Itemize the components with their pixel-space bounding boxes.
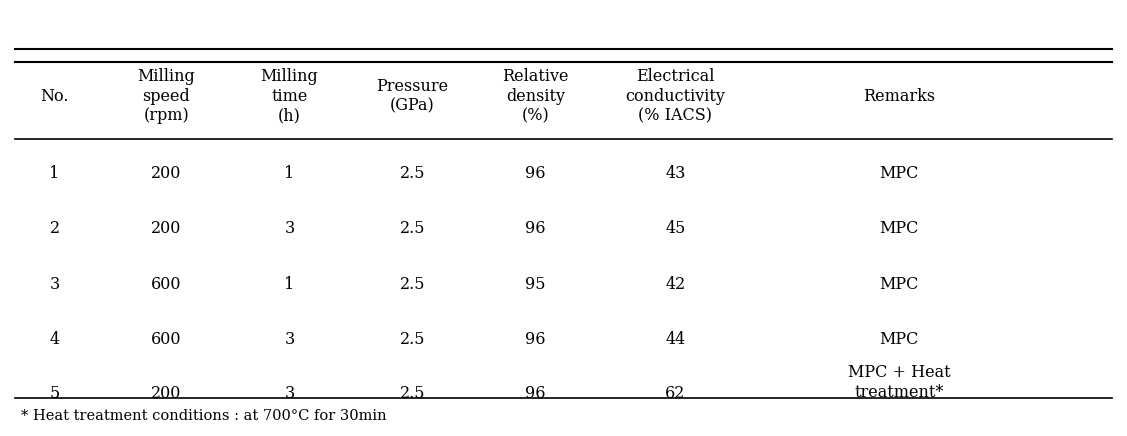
Text: 2.5: 2.5 (400, 331, 425, 348)
Text: MPC: MPC (879, 276, 919, 293)
Text: 42: 42 (665, 276, 685, 293)
Text: 43: 43 (665, 165, 685, 182)
Text: 2.5: 2.5 (400, 220, 425, 237)
Text: 3: 3 (284, 385, 294, 402)
Text: 200: 200 (151, 220, 181, 237)
Text: 3: 3 (284, 220, 294, 237)
Text: Electrical
conductivity
(% IACS): Electrical conductivity (% IACS) (625, 68, 726, 124)
Text: MPC: MPC (879, 220, 919, 237)
Text: 2.5: 2.5 (400, 165, 425, 182)
Text: * Heat treatment conditions : at 700°C for 30min: * Heat treatment conditions : at 700°C f… (21, 409, 387, 423)
Text: 2.5: 2.5 (400, 385, 425, 402)
Text: Remarks: Remarks (863, 88, 935, 105)
Text: 62: 62 (665, 385, 685, 402)
Text: 5: 5 (50, 385, 60, 402)
Text: 2.5: 2.5 (400, 276, 425, 293)
Text: MPC: MPC (879, 165, 919, 182)
Text: 1: 1 (284, 276, 294, 293)
Text: 95: 95 (525, 276, 545, 293)
Text: Milling
speed
(rpm): Milling speed (rpm) (137, 68, 195, 124)
Text: 96: 96 (525, 385, 545, 402)
Text: 3: 3 (50, 276, 60, 293)
Text: 96: 96 (525, 331, 545, 348)
Text: 2: 2 (50, 220, 60, 237)
Text: 600: 600 (151, 276, 181, 293)
Text: 3: 3 (284, 331, 294, 348)
Text: 45: 45 (665, 220, 685, 237)
Text: No.: No. (41, 88, 69, 105)
Text: Milling
time
(h): Milling time (h) (260, 68, 318, 124)
Text: MPC: MPC (879, 331, 919, 348)
Text: 200: 200 (151, 165, 181, 182)
Text: 200: 200 (151, 385, 181, 402)
Text: 4: 4 (50, 331, 60, 348)
Text: MPC + Heat
treatment*: MPC + Heat treatment* (848, 364, 950, 401)
Text: 1: 1 (284, 165, 294, 182)
Text: 44: 44 (665, 331, 685, 348)
Text: 96: 96 (525, 165, 545, 182)
Text: Pressure
(GPa): Pressure (GPa) (376, 78, 449, 114)
Text: Relative
density
(%): Relative density (%) (503, 68, 569, 124)
Text: 1: 1 (50, 165, 60, 182)
Text: 600: 600 (151, 331, 181, 348)
Text: 96: 96 (525, 220, 545, 237)
